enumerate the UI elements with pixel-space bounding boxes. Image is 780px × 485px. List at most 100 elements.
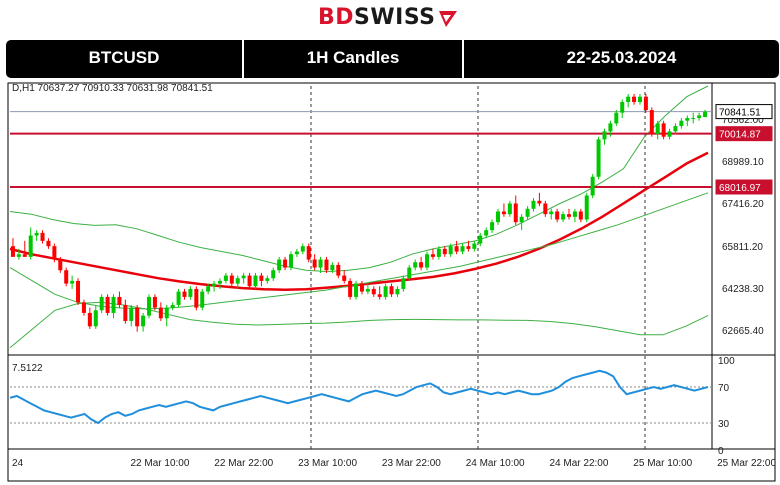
time-tick-label: 24 (12, 458, 24, 469)
date-range-label: 22-25.03.2024 (566, 48, 677, 67)
rsi-tick-label: 70 (718, 383, 730, 394)
candle-body (93, 310, 98, 327)
candle-body (217, 280, 222, 284)
candle-body (478, 235, 483, 244)
candle-body (76, 280, 81, 303)
candle-body (383, 286, 388, 297)
candle-body (371, 288, 376, 295)
header-divider (242, 40, 244, 78)
candle-body (58, 259, 63, 271)
price-tick-label: 62665.40 (722, 326, 764, 337)
candle-body (661, 123, 666, 137)
candle-body (632, 96, 637, 103)
candle-body (413, 262, 418, 268)
candle-body (697, 115, 702, 119)
candle-body (324, 259, 329, 271)
candle-body (419, 262, 424, 268)
candle-body (40, 232, 45, 241)
candle-body (105, 296, 110, 313)
candle-body (442, 248, 447, 255)
candle-body (572, 211, 577, 217)
price-tag-label: 70841.51 (719, 108, 761, 119)
candle-body (135, 307, 140, 327)
time-tick-label: 25 Mar 22:00 (717, 458, 776, 469)
candle-body (194, 288, 199, 308)
candle-body (342, 275, 347, 281)
candle-body (212, 283, 217, 287)
chart-header-bar: BTCUSD 1H Candles 22-25.03.2024 (6, 40, 779, 78)
price-tag-box (715, 104, 773, 120)
candle-body (519, 216, 524, 223)
candle-body (81, 302, 86, 313)
symbol-label: BTCUSD (88, 48, 160, 67)
candle-body (484, 230, 489, 236)
candle-body (34, 232, 39, 236)
price-tick-label: 70562.00 (722, 115, 764, 126)
candle-body (614, 112, 619, 124)
candle-body (578, 211, 583, 220)
candle-body (537, 200, 542, 204)
price-tag-box (715, 179, 773, 195)
candle-body (348, 280, 353, 297)
candle-body (525, 208, 530, 217)
candle-body (679, 120, 684, 127)
candle-body (590, 176, 595, 196)
candle-body (223, 275, 228, 281)
candle-body (395, 288, 400, 295)
candle-body (52, 246, 57, 260)
candle-body (466, 246, 471, 249)
candle-body (531, 200, 536, 209)
price-tag-label: 68016.97 (719, 183, 761, 194)
candle-body (354, 283, 359, 297)
candle-body (22, 254, 27, 257)
candle-body (430, 254, 435, 257)
candle-body (253, 275, 258, 287)
brand-bd: BD (318, 5, 355, 30)
candle-body (129, 307, 134, 321)
candle-body (561, 214, 566, 220)
price-tag-label: 70014.87 (719, 130, 761, 141)
candle-body (147, 296, 152, 316)
candle-body (46, 240, 51, 247)
candle-body (141, 315, 146, 327)
candle-body (235, 278, 240, 284)
candle-body (543, 203, 548, 215)
candle-body (87, 312, 92, 327)
candle-body (501, 211, 506, 215)
time-tick-label: 24 Mar 22:00 (550, 458, 609, 469)
time-tick-label: 22 Mar 10:00 (131, 458, 190, 469)
candle-body (277, 259, 282, 271)
brand-swiss: SWISS (354, 5, 436, 30)
time-tick-label: 25 Mar 10:00 (633, 458, 692, 469)
candle-body (454, 246, 459, 252)
candle-body (152, 296, 157, 308)
candle-body (99, 296, 104, 311)
candle-body (496, 211, 501, 223)
candle-body (602, 131, 607, 140)
candle-body (626, 96, 631, 103)
candle-body (566, 214, 571, 217)
candle-body (673, 126, 678, 132)
candle-body (336, 264, 341, 276)
middle-band-line (9, 192, 709, 310)
candle-body (241, 275, 246, 279)
price-tick-label: 67416.20 (722, 199, 764, 210)
candle-body (407, 267, 412, 279)
candle-body (188, 288, 193, 297)
candle-body (655, 123, 660, 135)
candle-body (182, 291, 187, 297)
candle-body (365, 288, 370, 292)
candle-body (507, 203, 512, 215)
time-tick-label: 24 Mar 10:00 (466, 458, 525, 469)
upper-band-line (9, 85, 709, 273)
candle-body (620, 102, 625, 113)
candle-body (377, 294, 382, 297)
candle-body (10, 246, 15, 257)
candle-body (111, 296, 116, 313)
candle-body (123, 304, 128, 321)
candle-body (637, 96, 642, 103)
time-tick-label: 22 Mar 22:00 (214, 458, 273, 469)
candle-body (401, 278, 406, 289)
candle-body (691, 118, 696, 120)
